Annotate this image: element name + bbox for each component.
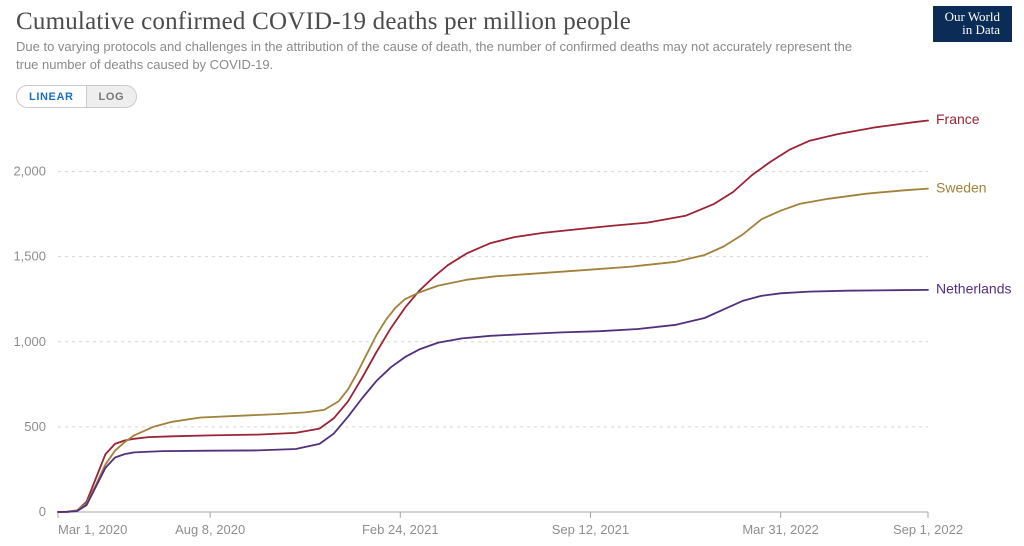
chart-subtitle: Due to varying protocols and challenges …	[16, 38, 866, 73]
series-line-netherlands	[58, 290, 928, 512]
series-label-sweden: Sweden	[936, 179, 987, 195]
scale-toggle: LINEAR LOG	[16, 85, 137, 108]
series-label-france: France	[936, 112, 980, 127]
x-tick-label: Sep 1, 2022	[893, 522, 963, 537]
chart-svg: 0 500 1,000 1,500 2,000 Mar 1, 2020 Aug 8, 202…	[0, 112, 1024, 546]
scale-log-button[interactable]: LOG	[87, 86, 137, 107]
y-tick-label: 0	[39, 504, 46, 519]
y-tick-label: 500	[24, 419, 46, 434]
logo-line-2: in Data	[945, 23, 1000, 36]
owid-logo: Our World in Data	[933, 6, 1012, 42]
x-tick-label: Aug 8, 2020	[175, 522, 245, 537]
x-tick-label: Mar 31, 2022	[742, 522, 819, 537]
series-line-france	[58, 121, 928, 513]
x-tick-label: Mar 1, 2020	[58, 522, 127, 537]
series-label-netherlands: Netherlands	[936, 281, 1012, 297]
chart-title: Cumulative confirmed COVID-19 deaths per…	[16, 8, 1008, 36]
x-tick-label: Sep 12, 2021	[552, 522, 629, 537]
y-tick-label: 2,000	[13, 164, 46, 179]
series-line-sweden	[58, 189, 928, 512]
scale-linear-button[interactable]: LINEAR	[17, 86, 87, 107]
x-tick-label: Feb 24, 2021	[362, 522, 439, 537]
y-tick-label: 1,500	[13, 249, 46, 264]
chart-area: 0 500 1,000 1,500 2,000 Mar 1, 2020 Aug 8, 202…	[0, 112, 1024, 546]
y-tick-label: 1,000	[13, 334, 46, 349]
